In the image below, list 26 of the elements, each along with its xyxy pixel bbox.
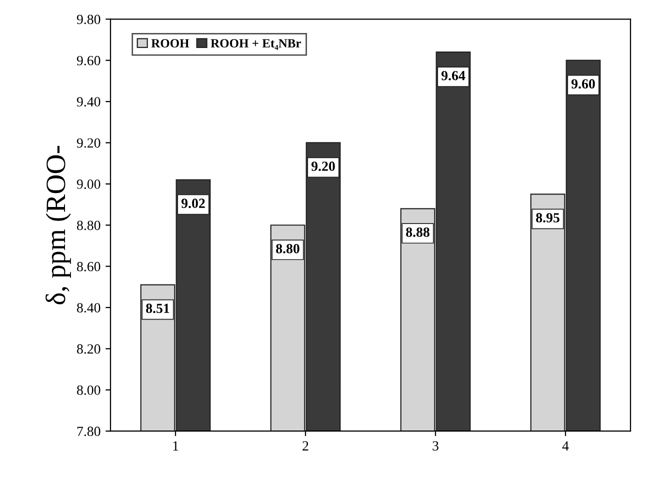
- legend-label: ROOH + Et₄NBr: [210, 39, 302, 50]
- y-axis-title: δ, ppm (ROO-: [46, 146, 71, 304]
- y-tick-label: 9.40: [76, 97, 100, 107]
- data-label: 8.51: [146, 304, 170, 314]
- data-label: 8.88: [406, 227, 430, 237]
- x-tick-label: 3: [432, 441, 438, 451]
- y-tick-label: 9.80: [76, 14, 100, 24]
- x-tick-label: 4: [562, 441, 569, 450]
- x-tick-label: 2: [302, 441, 308, 450]
- data-label: 9.64: [441, 70, 466, 80]
- data-label: 9.02: [181, 198, 205, 208]
- data-label: 8.95: [536, 213, 560, 222]
- y-tick-label: 7.80: [77, 426, 100, 436]
- data-label: 9.60: [571, 79, 595, 89]
- legend-label: ROOH: [151, 39, 190, 48]
- y-tick-label: 9.00: [76, 180, 100, 189]
- x-tick-label: 1: [173, 441, 178, 450]
- y-tick-label: 8.80: [77, 220, 100, 230]
- y-tick-label: 9.60: [76, 56, 100, 66]
- data-label: 8.80: [276, 244, 300, 254]
- y-tick-label: 8.20: [77, 344, 100, 354]
- data-label: 9.20: [311, 162, 335, 171]
- y-tick-label: 8.60: [77, 262, 100, 272]
- y-tick-label: 8.00: [77, 385, 100, 395]
- y-tick-label: 8.40: [77, 303, 100, 313]
- y-tick-label: 9.20: [76, 138, 100, 148]
